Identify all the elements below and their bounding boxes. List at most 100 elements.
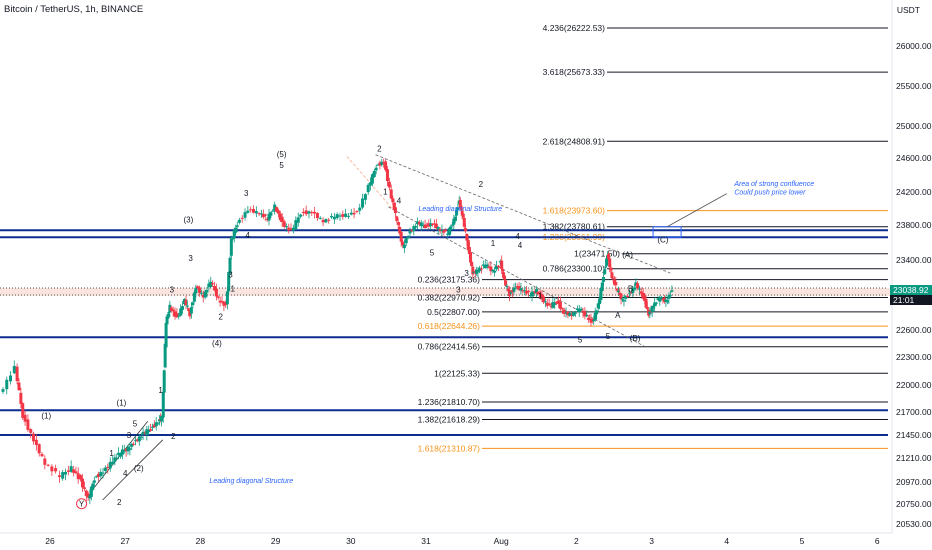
candle-body (252, 209, 256, 213)
candle-body (363, 194, 367, 200)
candle-body (592, 320, 596, 322)
candle-body (575, 308, 579, 310)
wave-count-label: (4) (212, 339, 222, 348)
wave-count-label: (1) (117, 399, 127, 408)
candle-body (101, 472, 105, 474)
candle-body (389, 189, 393, 199)
candle-body (414, 226, 418, 228)
wave-count-label: 2 (117, 498, 122, 507)
candle-body (99, 471, 103, 477)
wave-count-label: 3 (170, 285, 175, 294)
candle-body (167, 311, 171, 313)
candle-body (664, 299, 668, 302)
candle-body (187, 308, 191, 311)
candle-body (214, 288, 218, 297)
candle-body (126, 446, 130, 452)
candle-body (159, 416, 163, 422)
candle-body (332, 216, 336, 220)
candle-body (543, 301, 547, 303)
candle-body (467, 247, 471, 255)
candle-body (135, 439, 139, 442)
candle-body (528, 295, 532, 296)
candle-body (163, 343, 167, 368)
candle-body (665, 300, 669, 303)
candle-body (301, 211, 305, 213)
x-tick-label: 5 (800, 536, 805, 546)
candle-body (395, 216, 399, 221)
candle-body (466, 239, 470, 250)
candle-body (171, 309, 175, 312)
candle-body (525, 291, 529, 294)
countdown-tag: 21:01 (890, 294, 932, 305)
candle-body (549, 305, 553, 307)
candle-body (94, 476, 98, 478)
candle-body (191, 302, 195, 306)
candle-body (526, 290, 530, 292)
candle-body (460, 210, 464, 216)
candle-body (416, 221, 420, 225)
candle-body (120, 449, 124, 455)
candle-body (629, 292, 633, 294)
candle-body (599, 288, 603, 300)
candle-body (495, 265, 498, 270)
x-tick-label: Aug (494, 536, 509, 546)
candle-body (598, 298, 602, 305)
channel-upper-line (375, 154, 671, 274)
y-tick-label: 22000.00 (896, 380, 932, 390)
candle-body (523, 290, 527, 292)
candle-body (149, 429, 153, 431)
candle-body (269, 212, 273, 216)
y-tick-label: 20750.00 (896, 499, 932, 509)
candle-body (500, 260, 504, 269)
candle-body (66, 470, 70, 472)
candle-body (122, 450, 126, 452)
candle-body (572, 312, 576, 316)
x-tick-label: 31 (421, 536, 431, 546)
candle-body (513, 287, 517, 289)
candle-body (410, 229, 414, 232)
candle-body (502, 272, 506, 278)
wave-count-label: 4 (123, 469, 128, 478)
wave-count-label: 2 (218, 313, 223, 322)
candle-body (189, 307, 193, 314)
x-tick-label: 6 (875, 536, 880, 546)
y-tick-label: 22300.00 (896, 352, 932, 362)
candle-body (476, 271, 480, 273)
candle-body (276, 210, 280, 214)
candle-body (257, 213, 261, 215)
candle-body (154, 422, 158, 427)
candle-body (341, 214, 345, 217)
candle-body (240, 217, 244, 219)
candle-body (216, 296, 220, 298)
candle-body (530, 291, 534, 297)
wave-count-label: 3 (188, 254, 193, 263)
candle-body (579, 308, 583, 311)
candle-body (564, 312, 568, 314)
candle-body (438, 229, 442, 231)
candle-body (425, 225, 429, 227)
candle-body (469, 251, 473, 263)
candle-body (387, 181, 391, 188)
candle-body (372, 170, 376, 177)
candle-body (605, 258, 609, 266)
candle-body (19, 392, 23, 404)
candle-body (61, 472, 65, 479)
candle-body (224, 302, 228, 305)
candle-body (246, 210, 250, 213)
candle-body (485, 264, 489, 267)
wave-count-label: 3 (228, 271, 233, 280)
candle-body (46, 464, 50, 466)
candle-body (434, 223, 438, 229)
candle-body (501, 268, 505, 271)
fib-level-label: 2.618(24808.91) (543, 136, 606, 146)
candle-body (358, 207, 362, 211)
candle-body (324, 219, 328, 223)
candle-body (192, 292, 196, 302)
candle-body (145, 429, 149, 435)
candle-body (392, 202, 396, 210)
candle-body (542, 296, 545, 303)
candle-body (141, 431, 145, 435)
candle-body (654, 302, 658, 304)
